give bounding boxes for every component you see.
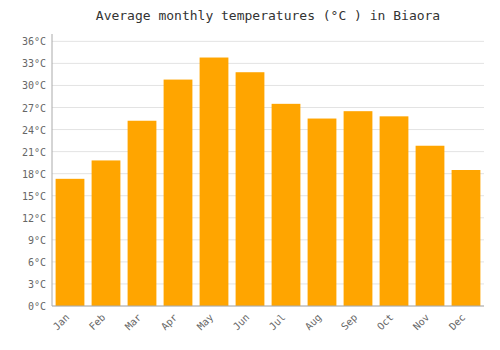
y-tick-label: 21°C bbox=[22, 147, 46, 158]
bars bbox=[56, 58, 481, 306]
x-tick-label: Dec bbox=[447, 312, 468, 333]
bar bbox=[164, 80, 193, 306]
x-tick-label: Feb bbox=[87, 312, 108, 333]
grid-line bbox=[52, 41, 484, 42]
x-tick-label: Jun bbox=[231, 312, 252, 333]
y-tick-label: 3°C bbox=[28, 279, 46, 290]
x-tick-label: Sep bbox=[339, 312, 360, 333]
y-tick-label: 24°C bbox=[22, 125, 46, 136]
y-tick-label: 15°C bbox=[22, 191, 46, 202]
bar bbox=[452, 170, 481, 306]
y-tick-label: 27°C bbox=[22, 103, 46, 114]
x-tick-label: Oct bbox=[375, 312, 396, 333]
x-tick-label: Jan bbox=[51, 312, 72, 333]
y-axis-line bbox=[52, 34, 53, 306]
bar bbox=[344, 111, 373, 306]
bar bbox=[200, 58, 229, 306]
grid-line bbox=[52, 85, 484, 86]
bar bbox=[236, 72, 265, 306]
y-tick-label: 0°C bbox=[28, 301, 46, 312]
y-tick-label: 12°C bbox=[22, 213, 46, 224]
grid-line bbox=[52, 129, 484, 130]
x-tick-label: Mar bbox=[123, 312, 144, 333]
y-tick-label: 18°C bbox=[22, 169, 46, 180]
y-tick-label: 6°C bbox=[28, 257, 46, 268]
y-tick-label: 9°C bbox=[28, 235, 46, 246]
grid bbox=[52, 41, 484, 306]
x-tick-label: May bbox=[195, 312, 216, 333]
y-tick-label: 33°C bbox=[22, 58, 46, 69]
bar bbox=[308, 119, 337, 306]
bar bbox=[416, 146, 445, 306]
bar bbox=[380, 116, 409, 306]
x-tick-label: Nov bbox=[411, 312, 432, 333]
bar bbox=[92, 160, 121, 306]
y-tick-label: 30°C bbox=[22, 80, 46, 91]
grid-line bbox=[52, 306, 484, 307]
grid-line bbox=[52, 63, 484, 64]
x-axis-line bbox=[52, 306, 484, 307]
x-tick-label: Apr bbox=[159, 312, 180, 333]
x-tick-label: Jul bbox=[267, 312, 288, 333]
y-tick-label: 36°C bbox=[22, 36, 46, 47]
x-tick-label: Aug bbox=[303, 312, 324, 333]
bar bbox=[56, 179, 85, 306]
title: Average monthly temperatures (°C ) in Bi… bbox=[96, 8, 440, 23]
chart: Average monthly temperatures (°C ) in Bi… bbox=[0, 0, 500, 350]
grid-line bbox=[52, 107, 484, 108]
bar bbox=[272, 104, 301, 306]
bar bbox=[128, 121, 157, 306]
